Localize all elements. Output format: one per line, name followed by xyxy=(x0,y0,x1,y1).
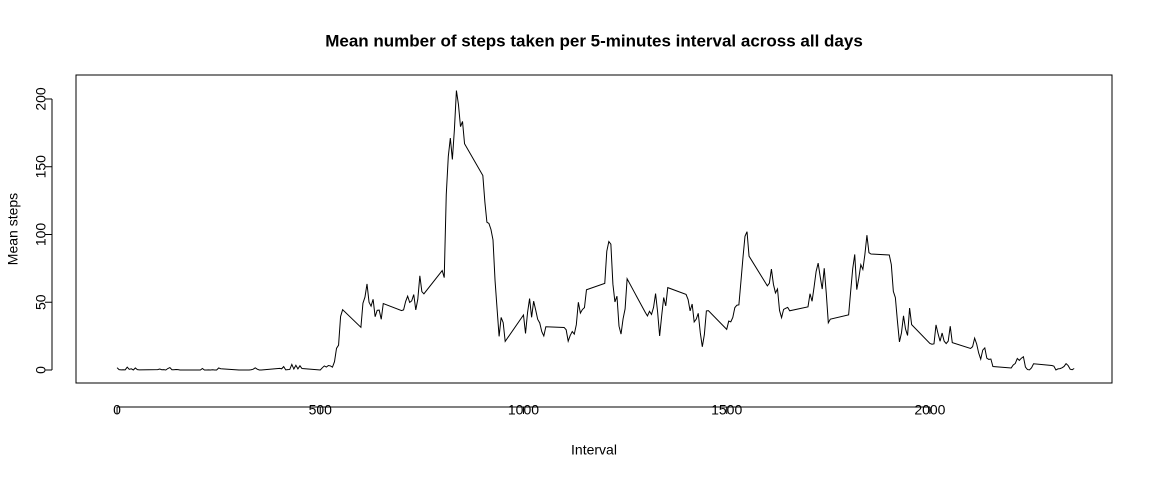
plot-frame xyxy=(75,74,1113,384)
x-axis-label: Interval xyxy=(571,442,617,458)
x-tick-label: 500 xyxy=(309,402,333,418)
x-tick-label: 2000 xyxy=(914,402,945,418)
data-line xyxy=(116,90,1075,371)
x-tick-label: 0 xyxy=(113,402,121,418)
x-tick-label: 1500 xyxy=(711,402,742,418)
y-tick-label: 100 xyxy=(33,223,49,247)
y-tick-label: 200 xyxy=(33,87,49,111)
chart-title: Mean number of steps taken per 5-minutes… xyxy=(325,31,863,50)
x-tick-label: 1000 xyxy=(508,402,539,418)
y-tick-label: 150 xyxy=(33,155,49,179)
y-tick-label: 50 xyxy=(33,294,49,310)
y-axis-label: Mean steps xyxy=(5,193,21,265)
y-tick-label: 0 xyxy=(33,366,49,374)
